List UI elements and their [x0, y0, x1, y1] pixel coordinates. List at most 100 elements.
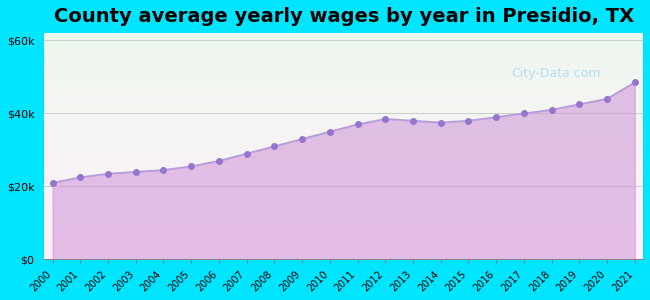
Bar [44, 109, 643, 110]
Bar [44, 46, 643, 48]
Bar [44, 171, 643, 172]
Bar [44, 112, 643, 113]
Bar [44, 223, 643, 224]
Bar [44, 238, 643, 239]
Bar [44, 146, 643, 147]
Bar [44, 82, 643, 83]
Bar [44, 148, 643, 150]
Bar [44, 68, 643, 69]
Bar [44, 60, 643, 62]
Bar [44, 125, 643, 126]
Bar [44, 229, 643, 230]
Bar [44, 153, 643, 154]
Bar [44, 67, 643, 68]
Bar [44, 247, 643, 248]
Bar [44, 65, 643, 66]
Bar [44, 128, 643, 129]
Bar [44, 141, 643, 142]
Bar [44, 200, 643, 201]
Bar [44, 92, 643, 93]
Bar [44, 110, 643, 111]
Bar [44, 175, 643, 176]
Bar [44, 239, 643, 240]
Bar [44, 151, 643, 152]
Bar [44, 38, 643, 39]
Bar [44, 59, 643, 60]
Bar [44, 218, 643, 219]
Bar [44, 201, 643, 202]
Bar [44, 91, 643, 92]
Bar [44, 96, 643, 98]
Bar [44, 115, 643, 116]
Bar [44, 80, 643, 81]
Bar [44, 222, 643, 223]
Bar [44, 140, 643, 141]
Bar [44, 246, 643, 247]
Bar [44, 162, 643, 163]
Bar [44, 99, 643, 100]
Bar [44, 256, 643, 257]
Title: County average yearly wages by year in Presidio, TX: County average yearly wages by year in P… [53, 7, 634, 26]
Bar [44, 48, 643, 49]
Bar [44, 58, 643, 59]
Bar [44, 44, 643, 46]
Bar [44, 43, 643, 44]
Bar [44, 90, 643, 91]
Bar [44, 240, 643, 241]
Bar [44, 154, 643, 155]
Bar [44, 207, 643, 208]
Bar [44, 70, 643, 71]
Bar [44, 178, 643, 179]
Bar [44, 228, 643, 229]
Bar [44, 116, 643, 117]
Bar [44, 185, 643, 186]
Bar [44, 212, 643, 213]
Bar [44, 215, 643, 216]
Bar [44, 189, 643, 190]
Bar [44, 253, 643, 254]
Bar [44, 55, 643, 56]
Bar [44, 34, 643, 35]
Bar [44, 161, 643, 162]
Bar [44, 102, 643, 103]
Bar [44, 40, 643, 41]
Bar [44, 254, 643, 255]
Bar [44, 220, 643, 221]
Bar [44, 85, 643, 86]
Bar [44, 258, 643, 260]
Bar [44, 164, 643, 166]
Bar [44, 131, 643, 133]
Bar [44, 126, 643, 127]
Bar [44, 196, 643, 197]
Bar [44, 103, 643, 104]
Bar [44, 241, 643, 242]
Bar [44, 94, 643, 95]
Bar [44, 187, 643, 188]
Bar [44, 232, 643, 233]
Bar [44, 108, 643, 109]
Bar [44, 136, 643, 137]
Bar [44, 190, 643, 191]
Bar [44, 53, 643, 55]
Bar [44, 124, 643, 125]
Bar [44, 206, 643, 207]
Bar [44, 106, 643, 108]
Bar [44, 143, 643, 144]
Bar [44, 210, 643, 211]
Bar [44, 235, 643, 236]
Bar [44, 118, 643, 119]
Bar [44, 39, 643, 40]
Bar [44, 251, 643, 253]
Bar [44, 233, 643, 235]
Bar [44, 57, 643, 58]
Bar [44, 150, 643, 151]
Bar [44, 205, 643, 206]
Bar [44, 186, 643, 187]
Bar [44, 120, 643, 122]
Bar [44, 77, 643, 78]
Bar [44, 202, 643, 203]
Bar [44, 75, 643, 76]
Bar [44, 133, 643, 134]
Bar [44, 84, 643, 85]
Bar [44, 51, 643, 52]
